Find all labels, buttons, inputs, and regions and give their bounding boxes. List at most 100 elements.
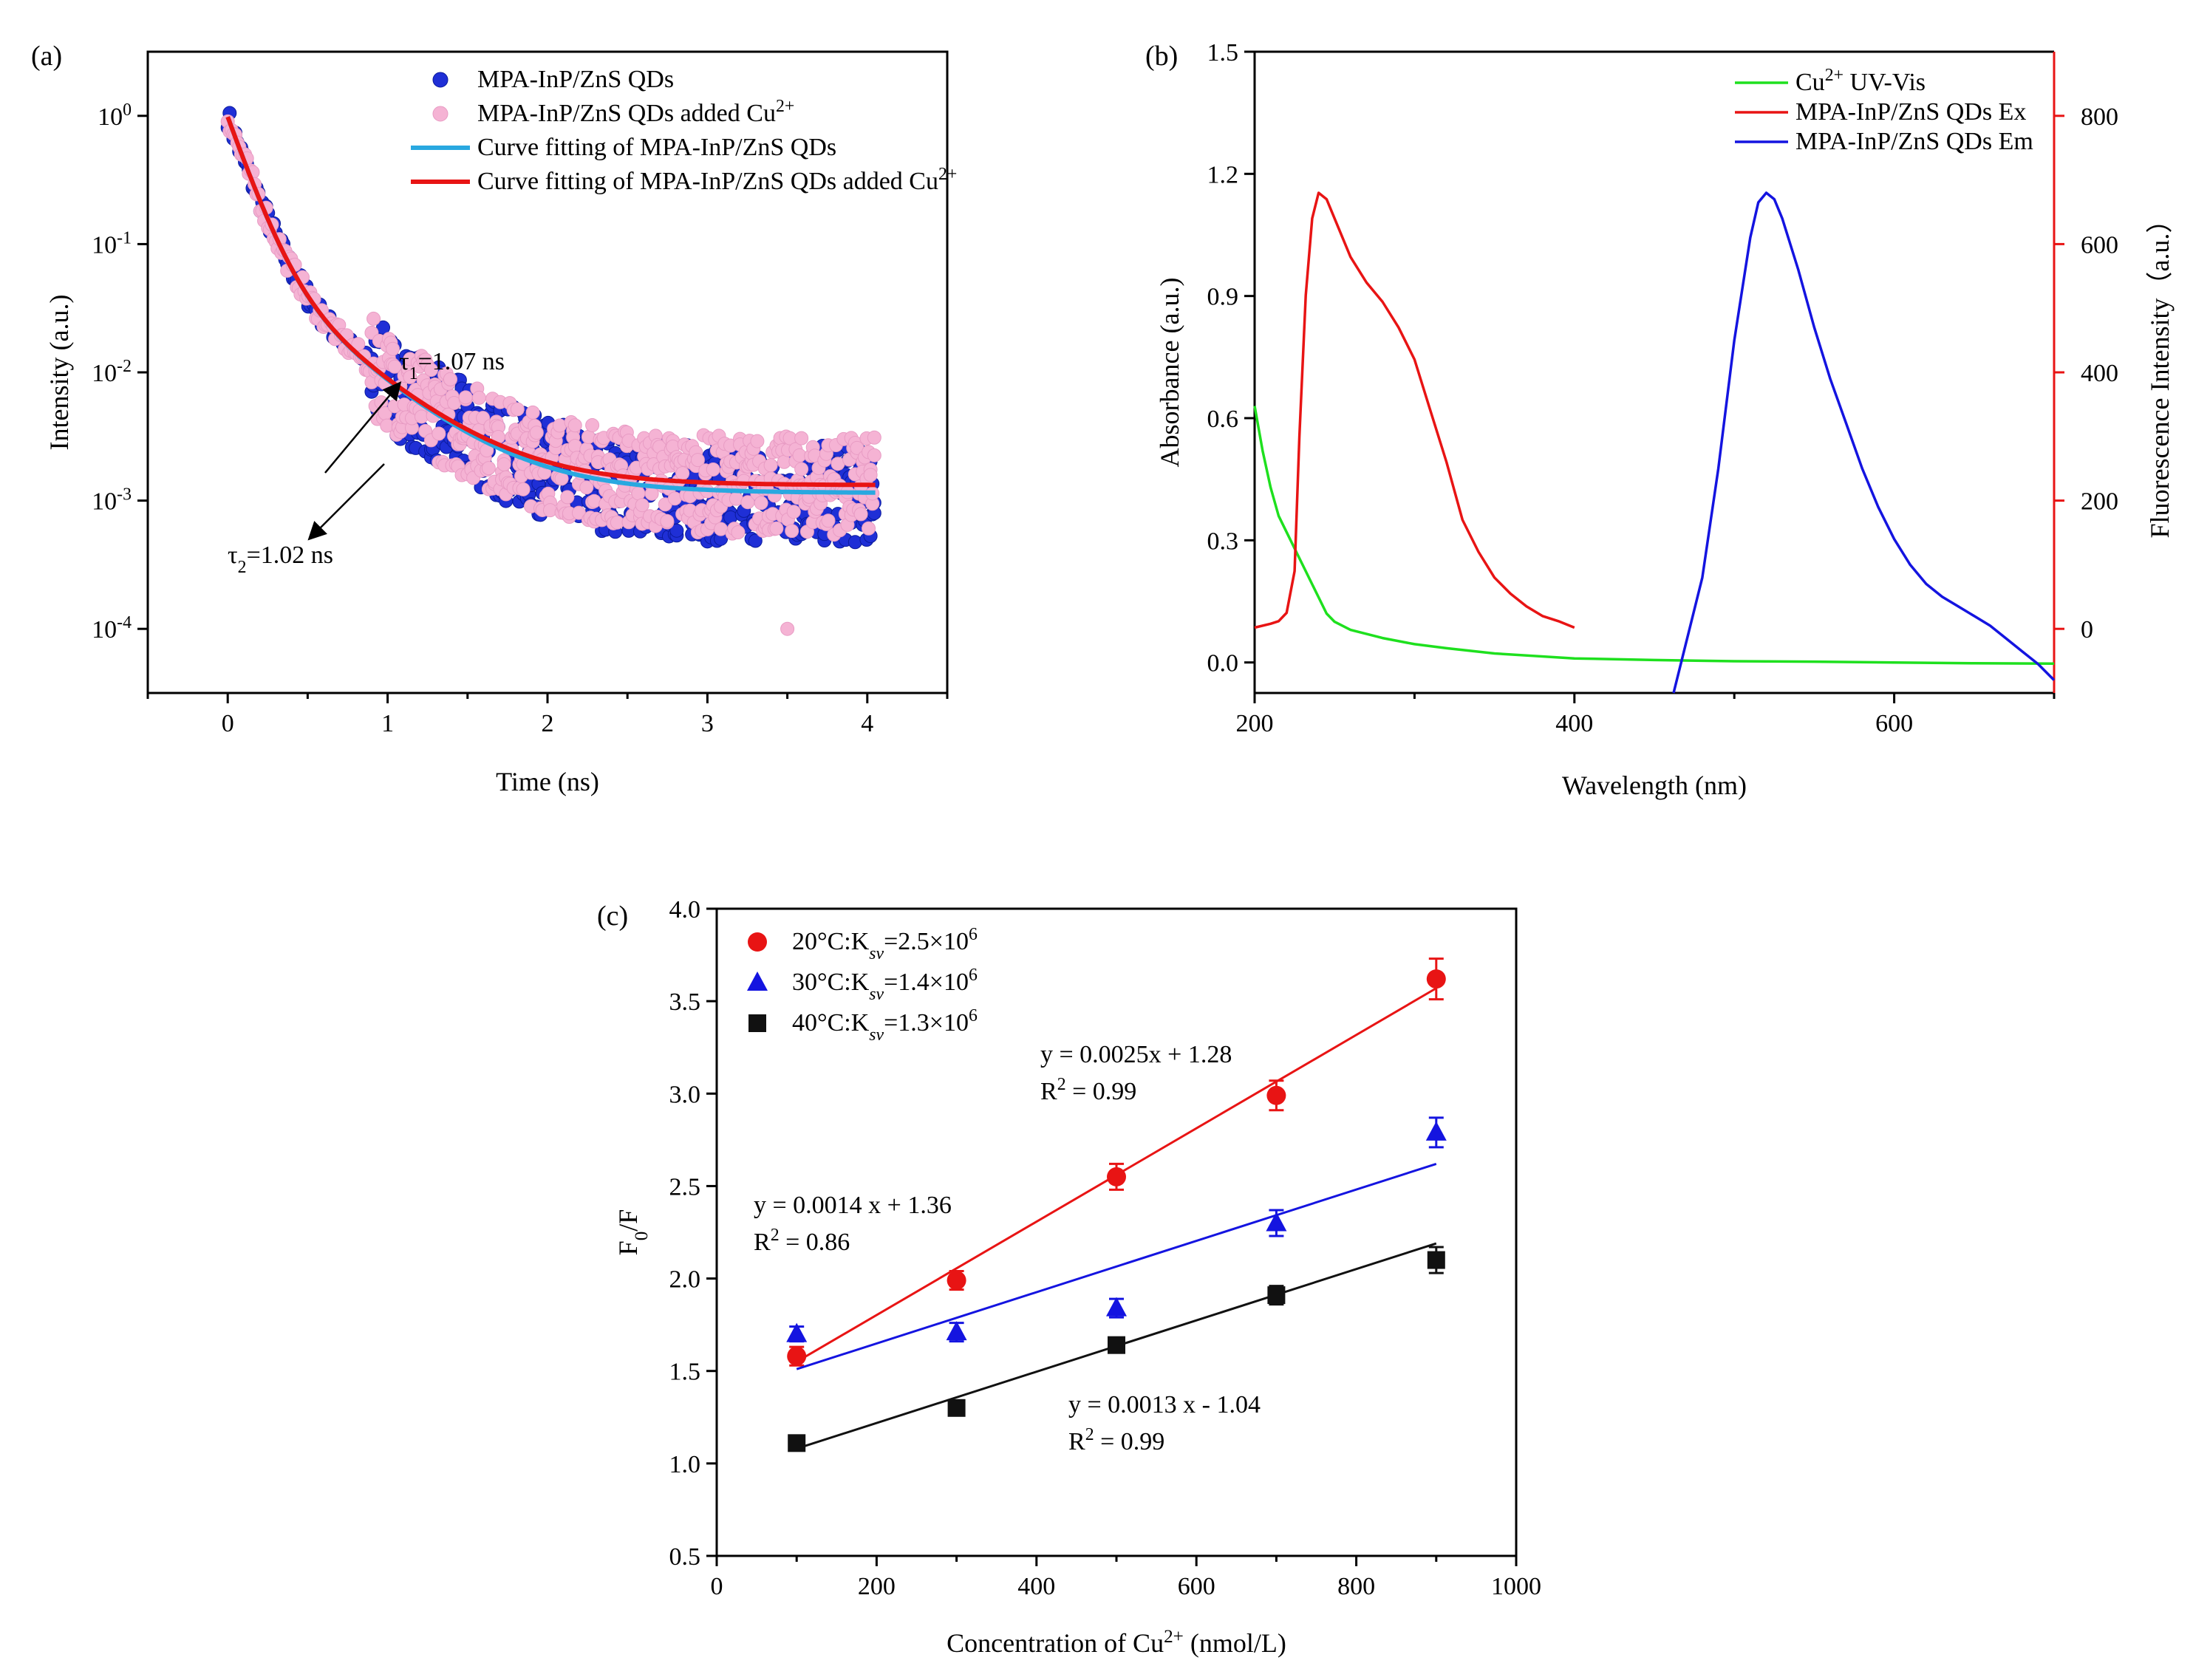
series-line <box>1672 191 2056 694</box>
data-point <box>481 461 496 476</box>
series-square: y = 0.0013 x - 1.04 R2 = 0.99 <box>788 1242 1445 1455</box>
legend-entry: 40°C:Ksv=1.3×106 <box>792 1006 978 1045</box>
data-point <box>754 496 768 511</box>
legend-entry: MPA-InP/ZnS QDs <box>477 66 674 93</box>
x-tick-label: 0 <box>711 1573 723 1600</box>
y-left-tick-label: 0.6 <box>1207 406 1239 433</box>
y-tick-label: 0.5 <box>669 1543 701 1571</box>
data-point <box>763 458 778 473</box>
legend-marker <box>747 972 768 991</box>
data-point <box>780 621 795 636</box>
data-point <box>748 533 763 548</box>
data-point <box>946 1321 967 1341</box>
data-point <box>794 462 809 477</box>
data-point <box>1107 1167 1126 1186</box>
data-point <box>731 525 746 540</box>
arrow-tau1 <box>324 381 402 474</box>
y-axis-title: F0/F <box>613 1209 652 1256</box>
data-point <box>1266 1212 1287 1232</box>
x-tick-label: 4 <box>861 710 873 737</box>
y-tick-label: 10-4 <box>92 613 132 643</box>
x-tick-label: 400 <box>1017 1573 1055 1600</box>
y-left-tick-label: 0.3 <box>1207 527 1239 555</box>
data-point <box>785 524 799 539</box>
data-point <box>675 466 690 481</box>
y-tick-label: 1.5 <box>669 1359 701 1386</box>
data-point <box>867 448 881 462</box>
data-point <box>706 462 720 477</box>
y-tick-label: 2.0 <box>669 1266 701 1294</box>
data-point <box>443 372 457 386</box>
data-point <box>863 468 878 482</box>
y-tick-label: 100 <box>98 100 132 131</box>
series-line <box>1253 406 2055 666</box>
data-point <box>579 480 594 495</box>
x-axis-title: Time (ns) <box>496 767 599 796</box>
data-point <box>525 405 540 420</box>
legend-entry: 30°C:Ksv=1.4×106 <box>792 966 978 1004</box>
data-point <box>862 521 876 536</box>
legend-marker <box>432 72 449 88</box>
data-point <box>867 430 881 445</box>
data-point <box>788 1434 806 1452</box>
data-point <box>497 457 511 471</box>
y-tick-label: 3.5 <box>669 988 701 1016</box>
legend-entry: Cu2+ UV-Vis <box>1795 66 1926 96</box>
data-point <box>1427 1251 1445 1269</box>
data-point <box>1426 969 1446 989</box>
fit-r2: R2 = 0.99 <box>1040 1075 1136 1105</box>
data-point <box>769 521 784 536</box>
fit-equation: y = 0.0014 x + 1.36 <box>754 1192 952 1219</box>
data-point <box>644 486 659 501</box>
tau2-label: τ2=1.02 ns <box>228 542 333 577</box>
x-tick-label: 200 <box>1236 710 1274 737</box>
data-point <box>821 513 836 528</box>
legend-entry: Curve fitting of MPA-InP/ZnS QDs added C… <box>477 165 957 195</box>
y-left-axis-title: Absorbance (a.u.) <box>1155 278 1184 468</box>
tau1-label: τ1=1.07 ns <box>399 348 505 383</box>
data-point <box>794 431 809 445</box>
data-point <box>516 482 531 496</box>
x-tick-label: 2 <box>542 710 554 737</box>
x-axis-title: Concentration of Cu2+ (nmol/L) <box>947 1627 1286 1659</box>
fit-r2: R2 = 0.86 <box>754 1226 850 1256</box>
data-point <box>458 390 473 405</box>
x-tick-label: 0 <box>222 710 234 737</box>
legend-marker <box>748 1014 766 1032</box>
legend-entry: MPA-InP/ZnS QDs Em <box>1795 128 2033 155</box>
data-point <box>786 1322 808 1342</box>
legend-a: MPA-InP/ZnS QDs MPA-InP/ZnS QDs added Cu2… <box>411 66 957 195</box>
y-tick-label: 4.0 <box>669 896 701 923</box>
data-point <box>587 494 601 508</box>
fit-line <box>796 1162 1437 1370</box>
data-point <box>669 523 684 538</box>
y-tick-label: 2.5 <box>669 1173 701 1201</box>
legend-c: 20°C:Ksv=2.5×10630°C:Ksv=1.4×10640°C:Ksv… <box>747 925 978 1045</box>
data-point <box>529 426 544 440</box>
y-right-axis-title: Fluorescence Intensity（a.u.） <box>2145 207 2175 539</box>
y-right-tick-label: 0 <box>2081 616 2093 643</box>
data-point <box>750 434 765 448</box>
x-tick-label: 600 <box>1178 1573 1215 1600</box>
data-point <box>567 418 582 433</box>
x-tick-label: 400 <box>1555 710 1593 737</box>
y-right-tick-label: 600 <box>2081 231 2118 259</box>
data-point <box>660 513 675 528</box>
panel-a: (a) 0 1 2 3 4 100 10-1 10-2 10-3 10-4 Intensity (a.… <box>31 41 957 796</box>
data-point <box>403 369 417 384</box>
y-axis-title: Intensity (a.u.) <box>44 295 74 451</box>
panel-label: (c) <box>597 901 628 932</box>
series-triangle: y = 0.0014 x + 1.36 R2 = 0.86 <box>754 1116 1447 1370</box>
legend-entry: MPA-InP/ZnS QDs Ex <box>1795 98 2026 126</box>
legend-entry: MPA-InP/ZnS QDs added Cu2+ <box>477 97 794 127</box>
series-line <box>1254 191 1575 629</box>
x-tick-label: 3 <box>701 710 714 737</box>
x-tick-label: 800 <box>1337 1573 1375 1600</box>
x-tick-label: 1 <box>381 710 394 737</box>
panel-c: (c) 0 200 400 600 800 1000 0.5 1.0 1.5 2.0 2.5 3.0 3.… <box>597 896 1541 1658</box>
data-point <box>1266 1085 1286 1105</box>
panel-b: (b) 200 400 600 0.0 0.3 0.6 0.9 1.2 1.5 0 200 400 600… <box>1145 39 2175 800</box>
legend-entry: 20°C:Ksv=2.5×106 <box>792 925 978 963</box>
data-point <box>690 453 705 468</box>
